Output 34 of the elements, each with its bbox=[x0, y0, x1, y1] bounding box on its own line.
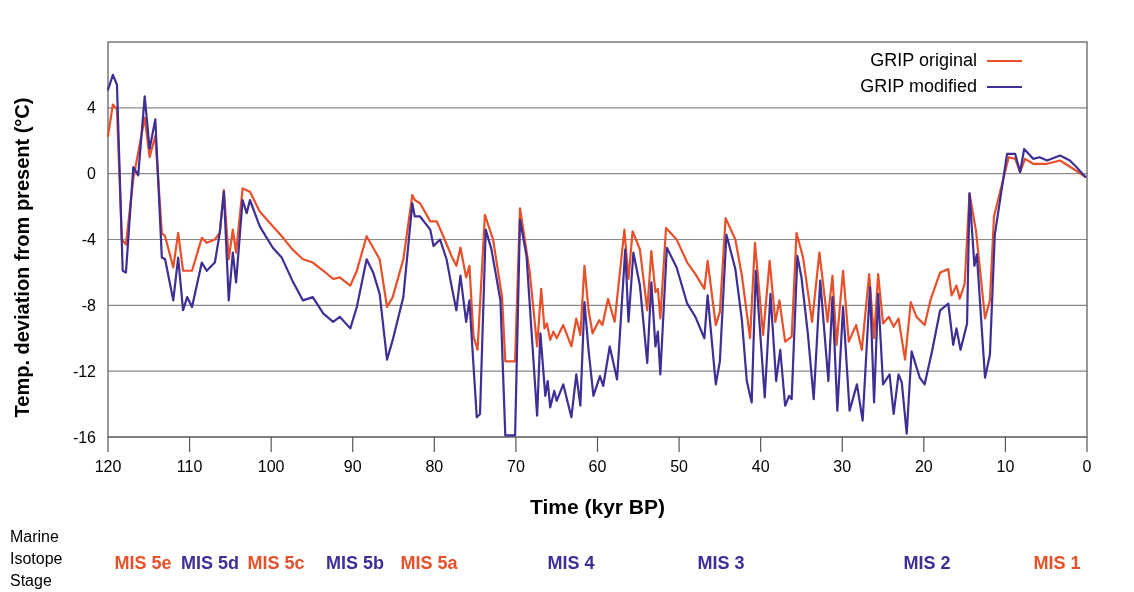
y-axis-title: Temp. deviation from present (°C) bbox=[11, 97, 33, 418]
x-tick-label: 50 bbox=[670, 458, 689, 475]
legend-label: GRIP modified bbox=[860, 76, 977, 96]
x-tick-label: 80 bbox=[425, 458, 444, 475]
x-tick-label: 60 bbox=[588, 458, 607, 475]
line-series bbox=[106, 73, 1087, 437]
y-tick-label: -4 bbox=[81, 231, 97, 249]
text: MIS 5d bbox=[180, 553, 240, 573]
text: MIS 3 bbox=[697, 553, 745, 573]
text: MIS 5c bbox=[247, 553, 305, 573]
x-tick-label: 0 bbox=[1082, 458, 1092, 475]
x-tick-label: 40 bbox=[751, 458, 770, 475]
x-tick-label: 70 bbox=[507, 458, 525, 475]
y-tick-label: -8 bbox=[81, 296, 97, 314]
x-tick-label: 110 bbox=[176, 458, 203, 475]
x-axis-title: Time (kyr BP) bbox=[530, 495, 665, 518]
x-tick-label: 20 bbox=[914, 458, 933, 475]
text: Marine Isotope Stage bbox=[10, 528, 63, 589]
text: MIS 5e bbox=[114, 553, 172, 573]
text: MIS 1 bbox=[1033, 553, 1081, 573]
text: MIS 2 bbox=[903, 553, 951, 573]
y-tick-label: 0 bbox=[87, 165, 97, 183]
x-tick-label: 10 bbox=[996, 458, 1015, 475]
x-tick-label: 100 bbox=[257, 458, 285, 475]
y-tick-label: -16 bbox=[72, 428, 97, 446]
y-tick-label: 4 bbox=[87, 99, 97, 117]
legend-label: GRIP original bbox=[870, 50, 977, 70]
text: MIS 4 bbox=[547, 553, 595, 573]
y-tick-label: -12 bbox=[72, 362, 97, 380]
text: MIS 5b bbox=[325, 553, 385, 573]
x-tick-label: 90 bbox=[343, 458, 362, 475]
text: MIS 5a bbox=[400, 553, 459, 573]
x-tick-label: 30 bbox=[833, 458, 852, 475]
x-tick-label: 120 bbox=[94, 458, 122, 475]
